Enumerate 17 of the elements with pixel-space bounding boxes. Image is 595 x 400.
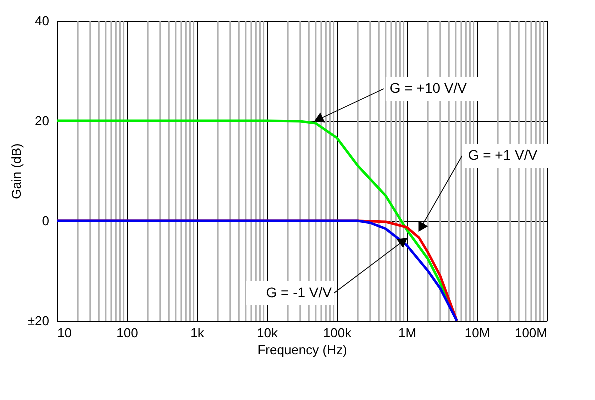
x-axis-title: Frequency (Hz) (258, 342, 348, 358)
y-tick-label: 40 (35, 14, 50, 28)
x-tick-label: 10k (257, 326, 278, 340)
x-tick-label: 100 (116, 326, 138, 340)
x-tick-label: 10 (58, 326, 72, 340)
annotation: G = +1 V/V (468, 147, 538, 163)
y-tick-label: ±20 (28, 314, 50, 328)
x-tick-label: 100k (323, 326, 352, 340)
x-tick-label: 100M (514, 326, 548, 340)
y-axis-title: Gain (dB) (8, 144, 24, 200)
annotation: G = +10 V/V (390, 80, 468, 96)
x-tick-label: 10M (464, 326, 490, 340)
x-tick-label: 1k (190, 326, 205, 340)
y-tick-label: 20 (35, 114, 50, 128)
x-tick-label: 1M (398, 326, 417, 340)
y-tick-label: 0 (42, 214, 50, 228)
annotation: G = -1 V/V (266, 284, 333, 300)
